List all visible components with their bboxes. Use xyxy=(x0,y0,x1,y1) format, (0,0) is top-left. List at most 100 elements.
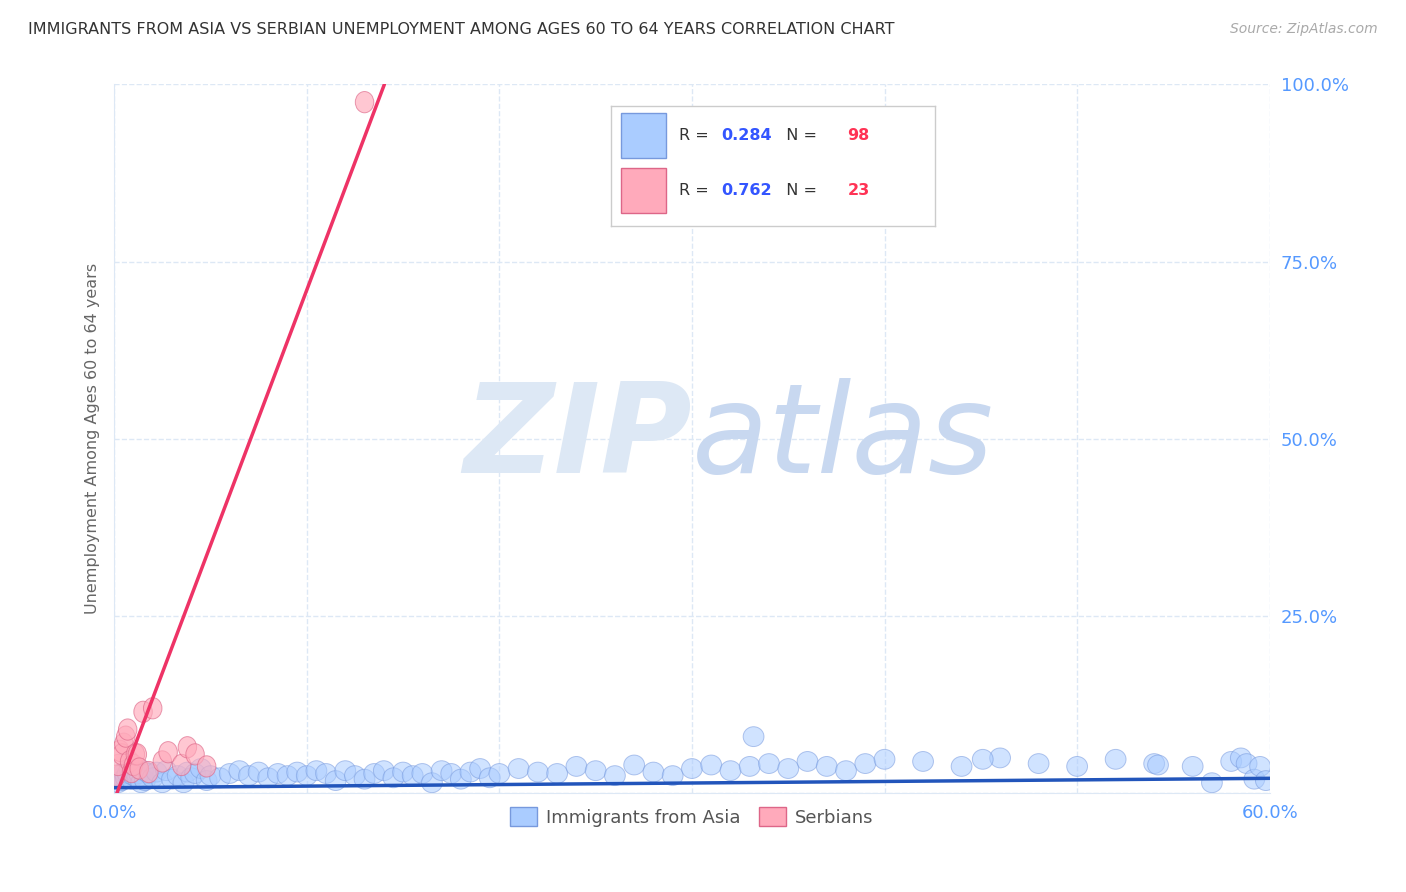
Ellipse shape xyxy=(197,771,217,790)
Ellipse shape xyxy=(229,761,250,780)
Ellipse shape xyxy=(117,764,138,783)
Ellipse shape xyxy=(112,744,131,765)
Ellipse shape xyxy=(1230,748,1251,768)
Ellipse shape xyxy=(108,772,128,793)
Ellipse shape xyxy=(239,765,259,786)
Ellipse shape xyxy=(143,698,162,719)
Ellipse shape xyxy=(219,764,240,783)
Ellipse shape xyxy=(1244,769,1265,789)
Ellipse shape xyxy=(139,762,157,782)
Ellipse shape xyxy=(412,764,433,783)
Ellipse shape xyxy=(162,769,183,789)
Ellipse shape xyxy=(778,758,799,779)
Ellipse shape xyxy=(1250,756,1271,776)
Ellipse shape xyxy=(432,761,451,780)
Ellipse shape xyxy=(110,765,131,786)
Ellipse shape xyxy=(129,764,149,783)
Ellipse shape xyxy=(257,768,278,788)
Ellipse shape xyxy=(200,765,221,786)
Ellipse shape xyxy=(441,764,461,783)
Ellipse shape xyxy=(307,761,326,780)
Ellipse shape xyxy=(567,756,586,776)
Ellipse shape xyxy=(422,772,443,793)
Ellipse shape xyxy=(662,765,683,786)
Ellipse shape xyxy=(267,764,288,783)
Text: Source: ZipAtlas.com: Source: ZipAtlas.com xyxy=(1230,22,1378,37)
Ellipse shape xyxy=(797,752,818,772)
Ellipse shape xyxy=(173,772,194,793)
Ellipse shape xyxy=(990,748,1011,768)
Ellipse shape xyxy=(759,754,779,773)
Ellipse shape xyxy=(152,772,173,793)
Ellipse shape xyxy=(335,761,356,780)
Ellipse shape xyxy=(105,769,127,789)
Ellipse shape xyxy=(125,762,146,782)
Ellipse shape xyxy=(121,751,139,772)
Ellipse shape xyxy=(875,749,896,769)
Ellipse shape xyxy=(114,762,134,782)
Ellipse shape xyxy=(132,761,153,780)
Ellipse shape xyxy=(197,756,217,777)
Ellipse shape xyxy=(117,726,135,747)
Ellipse shape xyxy=(744,727,763,747)
Ellipse shape xyxy=(131,772,152,793)
Ellipse shape xyxy=(605,765,626,786)
Ellipse shape xyxy=(354,769,375,789)
Ellipse shape xyxy=(1105,749,1126,769)
Ellipse shape xyxy=(374,761,394,780)
Ellipse shape xyxy=(1143,754,1164,773)
Ellipse shape xyxy=(547,764,568,783)
Ellipse shape xyxy=(297,765,318,786)
Ellipse shape xyxy=(107,765,125,786)
Ellipse shape xyxy=(1202,772,1222,793)
Ellipse shape xyxy=(817,756,837,776)
Ellipse shape xyxy=(115,768,136,788)
Ellipse shape xyxy=(186,744,204,765)
Ellipse shape xyxy=(142,768,163,788)
Ellipse shape xyxy=(470,758,491,779)
Ellipse shape xyxy=(184,764,205,783)
Ellipse shape xyxy=(135,771,156,790)
Ellipse shape xyxy=(1220,752,1241,772)
Ellipse shape xyxy=(120,758,141,779)
Ellipse shape xyxy=(134,701,152,723)
Ellipse shape xyxy=(489,764,510,783)
Ellipse shape xyxy=(118,719,136,740)
Text: atlas: atlas xyxy=(692,378,994,500)
Ellipse shape xyxy=(325,771,346,790)
Ellipse shape xyxy=(624,755,644,775)
Ellipse shape xyxy=(249,762,269,782)
Ellipse shape xyxy=(356,92,374,112)
Ellipse shape xyxy=(121,769,142,789)
Ellipse shape xyxy=(156,761,177,780)
Ellipse shape xyxy=(450,769,471,789)
Ellipse shape xyxy=(952,756,972,776)
Ellipse shape xyxy=(720,761,741,780)
Ellipse shape xyxy=(167,765,188,786)
Ellipse shape xyxy=(114,733,134,755)
Ellipse shape xyxy=(209,768,231,788)
Ellipse shape xyxy=(127,744,145,765)
Ellipse shape xyxy=(1236,754,1257,773)
Ellipse shape xyxy=(181,768,201,788)
Ellipse shape xyxy=(402,765,423,786)
Ellipse shape xyxy=(460,762,481,782)
Ellipse shape xyxy=(177,762,198,782)
Ellipse shape xyxy=(122,762,141,782)
Ellipse shape xyxy=(179,737,197,758)
Ellipse shape xyxy=(159,741,177,763)
Ellipse shape xyxy=(479,768,501,788)
Ellipse shape xyxy=(124,755,142,776)
Ellipse shape xyxy=(111,771,132,790)
Ellipse shape xyxy=(344,765,366,786)
Ellipse shape xyxy=(527,762,548,782)
Ellipse shape xyxy=(643,762,664,782)
Y-axis label: Unemployment Among Ages 60 to 64 years: Unemployment Among Ages 60 to 64 years xyxy=(86,263,100,615)
Ellipse shape xyxy=(315,764,336,783)
Text: IMMIGRANTS FROM ASIA VS SERBIAN UNEMPLOYMENT AMONG AGES 60 TO 64 YEARS CORRELATI: IMMIGRANTS FROM ASIA VS SERBIAN UNEMPLOY… xyxy=(28,22,894,37)
Ellipse shape xyxy=(392,762,413,782)
Ellipse shape xyxy=(912,752,934,772)
Ellipse shape xyxy=(1028,754,1049,773)
Ellipse shape xyxy=(277,765,298,786)
Ellipse shape xyxy=(108,755,128,776)
